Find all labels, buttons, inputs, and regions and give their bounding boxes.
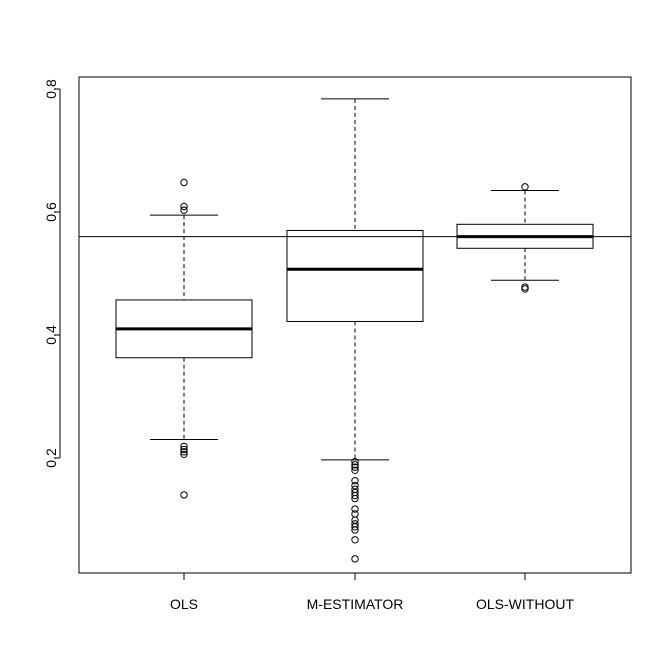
outlier-point	[351, 523, 359, 531]
outlier-point	[351, 536, 359, 544]
outlier-point	[351, 477, 359, 485]
outlier-point	[351, 457, 359, 466]
outlier-point	[351, 555, 359, 563]
outlier-point	[351, 526, 359, 534]
y-tick-label: 0.6	[43, 202, 59, 222]
y-axis: 0.2 0.4 0.6 0.8	[43, 79, 61, 468]
x-tick-label: OLS	[170, 596, 198, 612]
outlier-point	[521, 285, 529, 293]
outlier-point	[351, 510, 359, 518]
box-ols-without	[456, 183, 594, 293]
y-tick-label: 0.8	[43, 79, 59, 99]
outlier-point	[180, 206, 188, 214]
x-tick-label: OLS-WITHOUT	[476, 596, 574, 612]
box-m-estimator	[286, 98, 424, 563]
box-ols	[115, 178, 253, 499]
outlier-point	[180, 202, 188, 211]
outlier-point	[180, 178, 188, 187]
outlier-point	[180, 491, 188, 499]
outlier-point	[351, 463, 359, 471]
outlier-point	[351, 466, 359, 474]
outlier-point	[351, 505, 359, 513]
outlier-point	[180, 448, 188, 456]
boxes-layer	[115, 98, 594, 563]
x-axis: OLS M-ESTIMATOR OLS-WITHOUT	[170, 572, 574, 612]
y-tick-label: 0.4	[43, 325, 59, 345]
outlier-point	[351, 491, 359, 500]
outlier-point	[521, 183, 529, 191]
outlier-point	[180, 450, 188, 459]
outlier-point	[351, 461, 359, 469]
y-tick-label: 0.2	[43, 448, 59, 468]
outlier-point	[180, 442, 188, 451]
outlier-point	[351, 494, 359, 503]
x-tick-label: M-ESTIMATOR	[307, 596, 404, 612]
outlier-point	[180, 445, 188, 454]
box-iqr	[286, 229, 424, 322]
